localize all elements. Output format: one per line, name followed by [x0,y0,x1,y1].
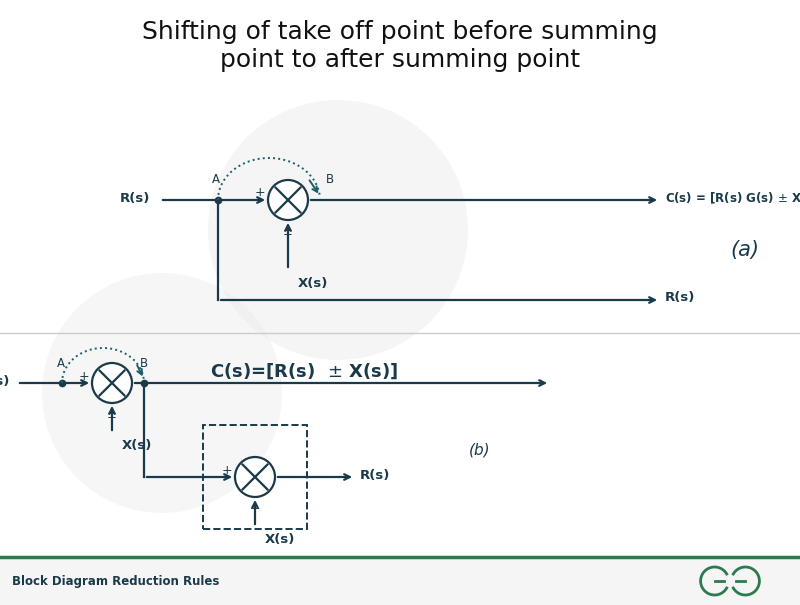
Text: X(s): X(s) [298,277,328,290]
Circle shape [92,363,132,403]
Text: A: A [212,173,220,186]
Text: X(s): X(s) [122,439,152,452]
Text: R(s): R(s) [360,468,390,482]
Text: Shifting of take off point before summing
point to after summing point: Shifting of take off point before summin… [142,20,658,72]
Text: +: + [78,370,89,382]
Text: ±: ± [107,408,117,421]
Circle shape [268,180,308,220]
Text: C(s)=[R(s)  $\pm$ X(s)]: C(s)=[R(s) $\pm$ X(s)] [210,361,398,381]
Text: (a): (a) [730,240,759,260]
Text: A: A [57,357,65,370]
FancyBboxPatch shape [0,557,800,605]
Text: C(s) = [R(s) G(s) $\pm$ X(s)]: C(s) = [R(s) G(s) $\pm$ X(s)] [665,191,800,206]
Text: +: + [222,463,232,477]
Text: R(s): R(s) [0,374,10,387]
Text: R(s): R(s) [665,292,695,304]
Text: B: B [326,173,334,186]
Text: X(s): X(s) [265,533,295,546]
Text: +: + [254,186,265,200]
Text: Block Diagram Reduction Rules: Block Diagram Reduction Rules [12,575,219,587]
Text: B: B [140,357,148,370]
Text: R(s): R(s) [120,192,150,204]
Wedge shape [208,100,468,360]
Text: (b): (b) [469,442,491,457]
Text: ±: ± [283,225,293,238]
Text: +: + [250,502,260,515]
Circle shape [235,457,275,497]
Wedge shape [42,273,282,513]
